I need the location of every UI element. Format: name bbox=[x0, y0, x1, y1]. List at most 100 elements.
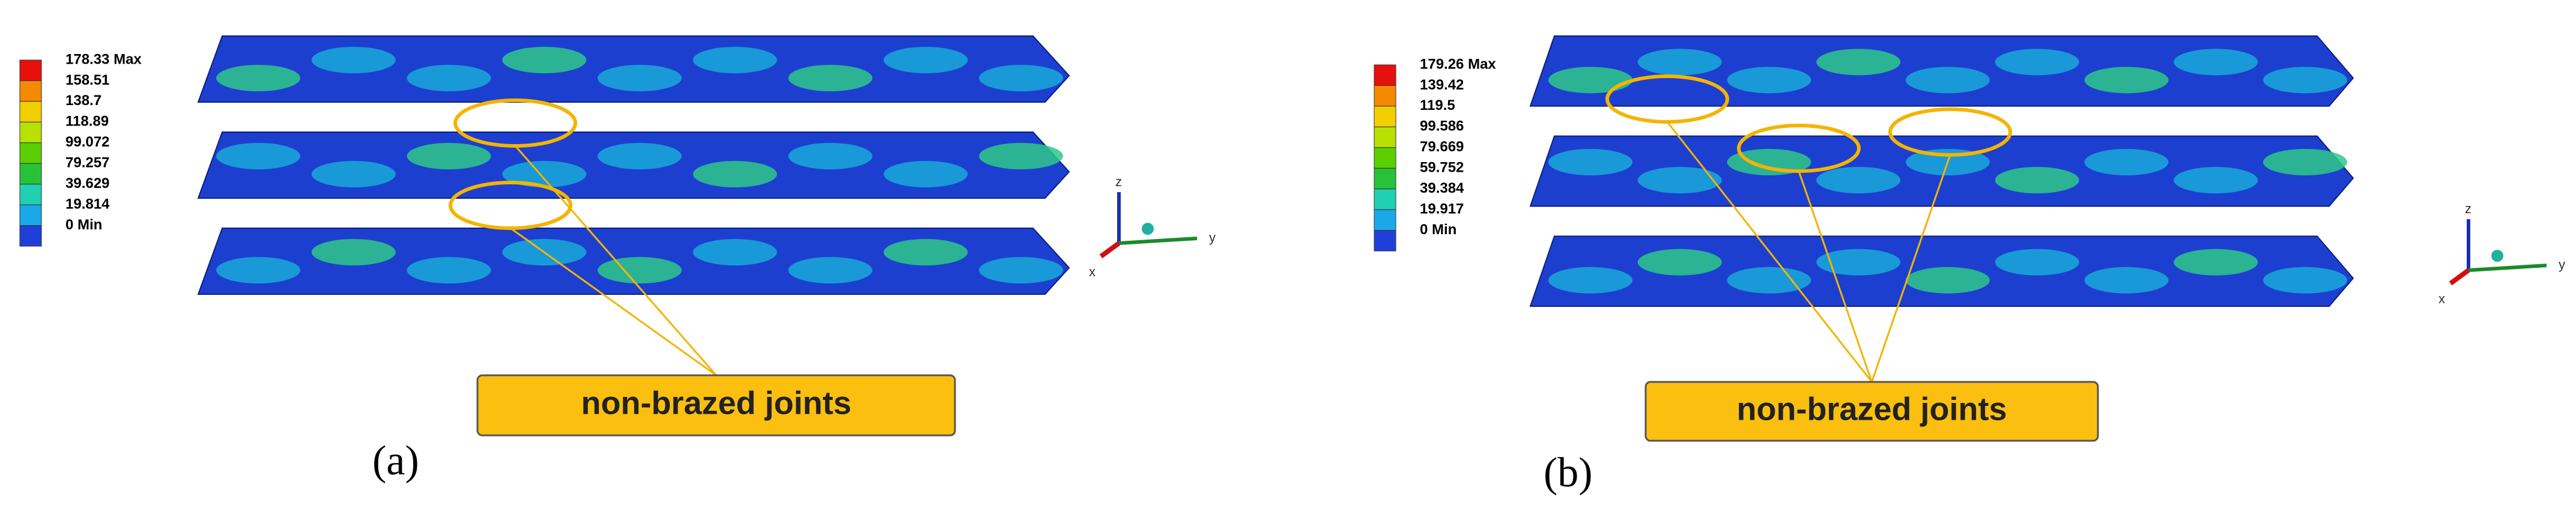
mesh-stress bbox=[1548, 267, 1632, 294]
mesh-hole bbox=[2290, 109, 2356, 129]
mesh-hole bbox=[1587, 109, 1653, 129]
mesh-hole bbox=[2026, 210, 2093, 229]
legend-swatch bbox=[19, 204, 42, 226]
legend-label: 59.752 bbox=[1420, 160, 1464, 176]
mesh-hole bbox=[1850, 310, 1917, 329]
legend-label: 118.89 bbox=[65, 113, 109, 130]
legend-label: 39.384 bbox=[1420, 180, 1464, 196]
legend-label: 99.586 bbox=[1420, 118, 1464, 135]
legend-label: 19.814 bbox=[65, 196, 110, 212]
joint-marker bbox=[449, 181, 572, 230]
mesh-hole bbox=[2114, 310, 2181, 329]
mesh-hole bbox=[631, 106, 697, 125]
mesh-stress bbox=[1548, 149, 1632, 175]
mesh-hole bbox=[2026, 109, 2093, 129]
legend-swatch bbox=[1374, 189, 1396, 210]
mesh-hole bbox=[818, 298, 885, 317]
axis-x bbox=[2449, 268, 2470, 286]
mesh-stress bbox=[692, 47, 777, 73]
mesh-hole bbox=[2290, 310, 2356, 329]
mesh-hole bbox=[349, 202, 416, 221]
mesh-stress bbox=[1995, 49, 2079, 76]
mesh-hole bbox=[818, 202, 885, 221]
joint-marker bbox=[1737, 124, 1861, 173]
legend-swatch bbox=[19, 121, 42, 144]
mesh-hole bbox=[912, 202, 978, 221]
mesh-hole bbox=[1939, 310, 2005, 329]
legend-swatch bbox=[19, 80, 42, 102]
mesh-hole bbox=[2114, 210, 2181, 229]
mesh-hole bbox=[1763, 310, 1829, 329]
mesh-stress bbox=[407, 257, 491, 283]
joint-marker bbox=[1605, 74, 1729, 124]
legend-label: 0 Min bbox=[65, 217, 102, 233]
mesh-hole bbox=[1850, 210, 1917, 229]
mesh-stress bbox=[979, 143, 1063, 169]
mesh-stress bbox=[788, 65, 873, 91]
leader-line bbox=[1871, 154, 1951, 383]
mesh-hole bbox=[818, 106, 885, 125]
panel-label: (a) bbox=[372, 438, 419, 484]
mesh-stress bbox=[2084, 267, 2169, 294]
mesh-hole bbox=[1763, 210, 1829, 229]
leader-line bbox=[1798, 171, 1873, 383]
mesh-hole bbox=[255, 106, 321, 125]
callout-box bbox=[476, 374, 956, 437]
mesh-hole bbox=[255, 298, 321, 317]
legend-swatch bbox=[1374, 209, 1396, 231]
legend-label: 99.072 bbox=[65, 134, 109, 150]
mesh-hole bbox=[1939, 210, 2005, 229]
legend-swatch bbox=[19, 184, 42, 205]
legend-label: 119.5 bbox=[1420, 97, 1455, 113]
mesh-hole bbox=[443, 298, 509, 317]
mesh-stress bbox=[1995, 167, 2079, 193]
axis-label-z: z bbox=[1115, 174, 1122, 189]
mesh-hole bbox=[724, 202, 791, 221]
mesh-stress bbox=[1816, 249, 1901, 276]
mesh-hole bbox=[1675, 109, 1742, 129]
legend-swatch bbox=[1374, 126, 1396, 148]
axis-label-z: z bbox=[2465, 201, 2471, 216]
mesh-hole bbox=[349, 298, 416, 317]
legend-swatch bbox=[1374, 64, 1396, 86]
legend-label: 19.917 bbox=[1420, 201, 1464, 217]
mesh-stress bbox=[1637, 167, 1722, 193]
mesh-stress bbox=[311, 239, 396, 265]
mesh-stress bbox=[216, 143, 300, 169]
mesh-hole bbox=[2202, 310, 2268, 329]
mesh-hole bbox=[1675, 310, 1742, 329]
legend-label: 179.26 Max bbox=[1420, 56, 1496, 72]
axis-label-x: x bbox=[2438, 291, 2445, 306]
mesh-stress bbox=[692, 161, 777, 187]
legend-swatch bbox=[19, 163, 42, 185]
mesh-stress bbox=[1548, 67, 1632, 94]
mesh-stress bbox=[2084, 149, 2169, 175]
panel: 178.33 Max 158.51 138.7 118.89 99.072 79.257 3… bbox=[19, 35, 1216, 484]
leader-line bbox=[1666, 121, 1873, 383]
mesh-stress bbox=[883, 47, 968, 73]
mesh-hole bbox=[1675, 210, 1742, 229]
panel: 179.26 Max 139.42 119.5 99.586 79.669 59.752 3… bbox=[1374, 35, 2565, 496]
mesh-hole bbox=[912, 298, 978, 317]
mesh-hole bbox=[1587, 210, 1653, 229]
mesh-hole bbox=[255, 202, 321, 221]
mesh-stress bbox=[2263, 149, 2347, 175]
mesh-hole bbox=[912, 106, 978, 125]
mesh-stress bbox=[692, 239, 777, 265]
legend-swatch bbox=[19, 59, 42, 81]
legend-label: 79.669 bbox=[1420, 139, 1464, 155]
mesh-stress bbox=[216, 65, 300, 91]
mesh-stress bbox=[2174, 249, 2258, 276]
mesh-hole bbox=[724, 298, 791, 317]
leader-line bbox=[510, 227, 717, 376]
mesh-stress bbox=[1816, 167, 1901, 193]
mesh-stress bbox=[2174, 167, 2258, 193]
mesh-hole bbox=[1763, 109, 1829, 129]
legend-swatch bbox=[1374, 168, 1396, 190]
legend-swatch bbox=[1374, 106, 1396, 127]
mesh-stress bbox=[1727, 267, 1811, 294]
mesh-stress bbox=[1906, 67, 1990, 94]
callout-box bbox=[1644, 381, 2099, 442]
axis-y bbox=[1118, 237, 1198, 245]
